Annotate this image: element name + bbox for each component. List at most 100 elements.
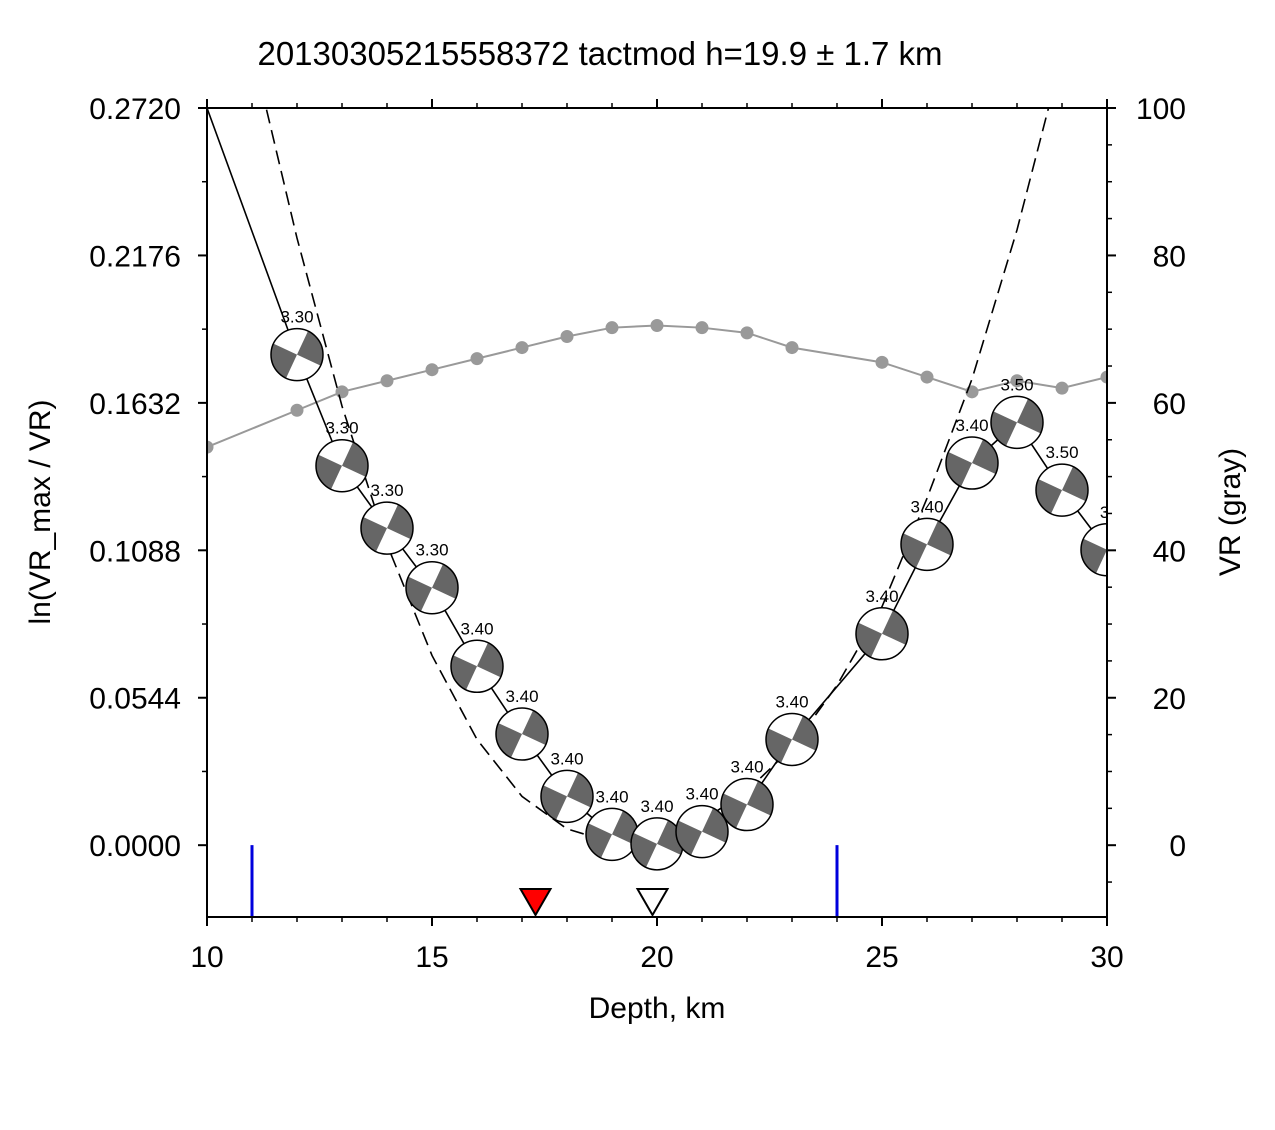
beachball-compression-2 bbox=[766, 728, 792, 764]
beachball-compression-1 bbox=[927, 520, 953, 556]
overlay-markers bbox=[518, 888, 670, 918]
y-right-tick-label: 40 bbox=[1153, 535, 1186, 568]
beachball: 3.30 bbox=[270, 308, 324, 382]
vr-point bbox=[470, 352, 484, 366]
beachball-outline bbox=[990, 395, 1044, 450]
vr-point bbox=[920, 370, 934, 384]
magnitude-label: 3.30 bbox=[325, 419, 358, 438]
magnitude-label: 3.40 bbox=[595, 787, 628, 806]
plot-area: 3.30 3.30 3.30 3.30 3.40 3.40 3.40 3.40 3.40 3.40… bbox=[207, 108, 1114, 917]
x-axis-label: Depth, km bbox=[589, 992, 726, 1025]
y-left-tick-label: 0.2720 bbox=[89, 93, 181, 126]
beachball: 3.40 bbox=[675, 785, 729, 859]
beachball-compression-1 bbox=[972, 439, 999, 475]
beachball-outline bbox=[900, 517, 954, 572]
beachball: 3.40 bbox=[720, 758, 774, 832]
vr-point bbox=[785, 341, 799, 355]
beachball-compression-2 bbox=[1081, 538, 1107, 574]
red-triangle-marker bbox=[518, 888, 553, 918]
y-left-tick-label: 0.0544 bbox=[89, 683, 181, 716]
beachball-compression-2 bbox=[496, 723, 522, 758]
beachball: 3.30 bbox=[360, 481, 414, 555]
magnitude-label: 3.30 bbox=[370, 481, 403, 500]
beachball: 3.40 bbox=[450, 619, 504, 694]
y-right-tick-label: 80 bbox=[1153, 240, 1186, 273]
beachball-compression-2 bbox=[1036, 479, 1062, 514]
beachball-compression-2 bbox=[720, 793, 747, 829]
beachball: 3.30 bbox=[315, 419, 369, 493]
y-left-tick-label: 0.2176 bbox=[89, 240, 181, 273]
magnitude-label: 3.30 bbox=[415, 541, 448, 560]
beachball-outline bbox=[1035, 463, 1089, 517]
beachball: 3.40 bbox=[585, 787, 639, 862]
beachball-compression-2 bbox=[405, 576, 432, 612]
beachball-compression-1 bbox=[1062, 466, 1088, 502]
beachball: 3.40 bbox=[945, 416, 999, 490]
beachball: 3.40 bbox=[495, 687, 549, 761]
beachball-compression-2 bbox=[946, 452, 972, 487]
beachball-outline bbox=[270, 327, 324, 382]
axes: 10 15 20 25 30 0.0000 0.0544 0.1088 0.1632 0.2176… bbox=[89, 93, 1186, 974]
beachball-compression-1 bbox=[477, 642, 503, 678]
beachball-outline bbox=[855, 607, 909, 661]
beachball-outline bbox=[315, 438, 369, 493]
beachball-outline bbox=[405, 560, 459, 615]
beachball-compression-1 bbox=[882, 610, 908, 645]
vr-point bbox=[1010, 374, 1024, 388]
magnitude-label: 3.40 bbox=[730, 758, 763, 777]
beachball-compression-2 bbox=[630, 832, 657, 868]
beachball-compression-1 bbox=[747, 780, 774, 816]
beachball-outline bbox=[765, 712, 819, 767]
magnitude-label: 3.40 bbox=[460, 619, 493, 638]
vr-point bbox=[740, 326, 754, 340]
beachball-outline bbox=[945, 436, 999, 490]
y-axis-left-label: ln(VR_max / VR) bbox=[24, 399, 57, 624]
magnitude-label: 3.40 bbox=[775, 692, 808, 711]
beachball-compression-1 bbox=[792, 715, 818, 751]
beachball-compression-1 bbox=[1017, 398, 1043, 434]
beachball-compression-1 bbox=[567, 772, 593, 808]
beachball: 3.50 bbox=[990, 375, 1044, 450]
magnitude-label: 3.40 bbox=[955, 416, 988, 435]
beachball-compression-2 bbox=[990, 411, 1017, 446]
beachball-compression-2 bbox=[271, 343, 297, 379]
magnitude-label: 3. bbox=[1100, 503, 1114, 522]
beachball: 3.40 bbox=[855, 587, 909, 661]
beachball-compression-1 bbox=[432, 564, 458, 599]
y-right-tick-label: 0 bbox=[1169, 830, 1186, 863]
vr-point bbox=[650, 318, 664, 332]
magnitude-label: 3.40 bbox=[865, 587, 898, 606]
vr-point bbox=[425, 363, 439, 377]
vr-point bbox=[875, 355, 889, 369]
x-tick-label: 20 bbox=[640, 941, 673, 974]
beachball-outline bbox=[675, 804, 729, 859]
vr-point bbox=[290, 403, 304, 417]
vr-point bbox=[380, 374, 394, 388]
beachball-compression-1 bbox=[702, 808, 728, 843]
y-axis-right-label: VR (gray) bbox=[1214, 448, 1247, 576]
beachball-compression-2 bbox=[586, 823, 612, 858]
vr-point bbox=[1055, 381, 1069, 395]
beachball: 3.40 bbox=[630, 797, 684, 871]
y-left-tick-label: 0.0000 bbox=[89, 830, 181, 863]
beachball-outline bbox=[360, 501, 414, 555]
beachball: 3.40 bbox=[540, 749, 594, 824]
beachball: 3. bbox=[1080, 503, 1114, 577]
magnitude-label: 3.50 bbox=[1000, 375, 1033, 394]
beachball-compression-1 bbox=[522, 710, 548, 746]
y-left-tick-label: 0.1088 bbox=[89, 535, 181, 568]
beachball-outline bbox=[720, 777, 774, 832]
magnitude-label: 3.30 bbox=[280, 308, 313, 327]
beachball: 3.40 bbox=[900, 497, 954, 572]
y-right-tick-label: 60 bbox=[1153, 388, 1186, 421]
vr-point bbox=[207, 440, 214, 454]
beachball-compression-2 bbox=[316, 454, 342, 490]
magnitude-label: 3.50 bbox=[1045, 443, 1078, 462]
open-triangle-marker bbox=[635, 888, 670, 918]
beachball: 3.40 bbox=[765, 692, 819, 767]
magnitude-label: 3.40 bbox=[505, 687, 538, 706]
beachball-compression-2 bbox=[676, 820, 702, 856]
chart-title: 20130305215558372 tactmod h=19.9 ± 1.7 k… bbox=[257, 35, 942, 72]
